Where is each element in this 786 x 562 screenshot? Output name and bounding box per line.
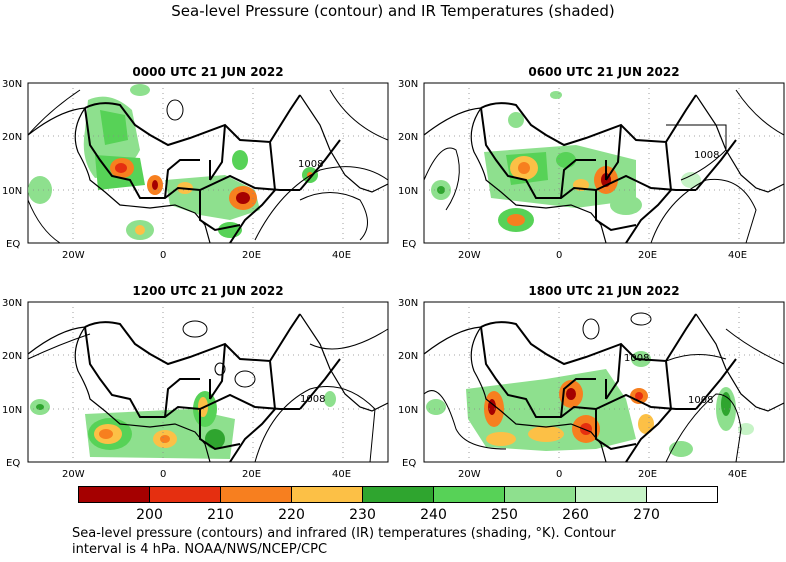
colorbar-swatch-1 bbox=[149, 486, 221, 503]
colorbar: 200 210 220 230 240 250 260 270 bbox=[78, 486, 718, 523]
panel-title-0000: 0000 UTC 21 JUN 2022 bbox=[132, 65, 284, 79]
colorbar-tick-label: 260 bbox=[562, 507, 589, 523]
map-panel-1800: 1008 1008 30N 20N 10N EQ 20W 0 20E 40E bbox=[398, 298, 785, 480]
lon-label-0: 0 bbox=[160, 250, 166, 261]
colorbar-tick-label: 250 bbox=[491, 507, 518, 523]
contour-label-1008-east: 1008 bbox=[688, 395, 713, 406]
map-panel-1200: 1008 30N 20N 10N EQ 20W 0 20E 40E bbox=[2, 298, 389, 480]
coastline bbox=[423, 313, 785, 463]
lat-label-30n: 30N bbox=[2, 79, 22, 90]
coastline bbox=[423, 94, 785, 244]
map-panel-0000: 1008 30N 20N 10N EQ 20W 0 20E 40E bbox=[2, 79, 389, 261]
lat-label-10n: 10N bbox=[2, 405, 22, 416]
lat-label-20n: 20N bbox=[2, 132, 22, 143]
lat-label-30n: 30N bbox=[398, 79, 418, 90]
lat-label-10n: 10N bbox=[398, 186, 418, 197]
map-panel-0600: 1008 30N 20N 10N EQ 20W 0 20E 40E bbox=[398, 79, 785, 261]
caption-line-2: interval is 4 hPa. NOAA/NWS/NCEP/CPC bbox=[72, 542, 328, 557]
borders bbox=[480, 313, 737, 463]
coastline bbox=[27, 313, 389, 463]
ir-shading bbox=[426, 351, 754, 457]
contour-label-1008: 1008 bbox=[300, 394, 325, 405]
colorbar-tick-label: 200 bbox=[136, 507, 163, 523]
borders bbox=[84, 313, 341, 463]
pressure-contours bbox=[27, 320, 389, 463]
colorbar-swatch-0 bbox=[78, 486, 150, 503]
lat-label-eq: EQ bbox=[402, 458, 416, 469]
colorbar-swatch-2 bbox=[220, 486, 292, 503]
panel-title-1800: 1800 UTC 21 JUN 2022 bbox=[528, 284, 680, 298]
lon-label-20e: 20E bbox=[638, 469, 657, 480]
lat-labels: 30N 20N 10N EQ bbox=[2, 79, 22, 250]
pressure-contours bbox=[423, 89, 785, 244]
colorbar-tick-label: 220 bbox=[278, 507, 305, 523]
borders bbox=[480, 94, 737, 244]
colorbar-swatch-8 bbox=[646, 486, 718, 503]
caption-line-1: Sea-level pressure (contours) and infrar… bbox=[72, 526, 616, 541]
contour-label-1008: 1008 bbox=[298, 159, 323, 170]
lat-label-eq: EQ bbox=[6, 458, 20, 469]
lat-label-eq: EQ bbox=[402, 239, 416, 250]
chart-title: Sea-level Pressure (contour) and IR Temp… bbox=[171, 2, 615, 20]
lon-label-0: 0 bbox=[556, 250, 562, 261]
colorbar-tick-label: 270 bbox=[633, 507, 660, 523]
caption: Sea-level pressure (contours) and infrar… bbox=[72, 526, 784, 558]
lon-labels: 20W 0 20E 40E bbox=[458, 469, 747, 480]
lat-label-10n: 10N bbox=[398, 405, 418, 416]
lon-label-0: 0 bbox=[160, 469, 166, 480]
lon-label-20w: 20W bbox=[458, 469, 481, 480]
lat-labels: 30N 20N 10N EQ bbox=[2, 298, 22, 469]
lat-labels: 30N 20N 10N EQ bbox=[398, 298, 418, 469]
lon-label-40e: 40E bbox=[332, 250, 351, 261]
lon-label-20e: 20E bbox=[242, 250, 261, 261]
lat-label-30n: 30N bbox=[2, 298, 22, 309]
panel-title-0600: 0600 UTC 21 JUN 2022 bbox=[528, 65, 680, 79]
colorbar-swatch-5 bbox=[433, 486, 505, 503]
colorbar-tick-label: 240 bbox=[420, 507, 447, 523]
coastline bbox=[27, 94, 389, 244]
lon-label-20w: 20W bbox=[62, 469, 85, 480]
lat-label-10n: 10N bbox=[2, 186, 22, 197]
lat-label-eq: EQ bbox=[6, 239, 20, 250]
lat-label-30n: 30N bbox=[398, 298, 418, 309]
lon-label-20w: 20W bbox=[62, 250, 85, 261]
lon-label-0: 0 bbox=[556, 469, 562, 480]
colorbar-tick-label: 210 bbox=[207, 507, 234, 523]
colorbar-tick-label: 230 bbox=[349, 507, 376, 523]
contour-label-1008: 1008 bbox=[694, 150, 719, 161]
pressure-contours bbox=[27, 89, 389, 244]
pressure-contours bbox=[423, 312, 785, 463]
colorbar-swatch-3 bbox=[291, 486, 363, 503]
lon-label-40e: 40E bbox=[332, 469, 351, 480]
lon-labels: 20W 0 20E 40E bbox=[458, 250, 747, 261]
lon-label-20e: 20E bbox=[638, 250, 657, 261]
lat-label-20n: 20N bbox=[398, 351, 418, 362]
lat-label-20n: 20N bbox=[2, 351, 22, 362]
lon-labels: 20W 0 20E 40E bbox=[62, 469, 351, 480]
lon-label-40e: 40E bbox=[728, 469, 747, 480]
lon-label-20e: 20E bbox=[242, 469, 261, 480]
lat-labels: 30N 20N 10N EQ bbox=[398, 79, 418, 250]
lat-label-20n: 20N bbox=[398, 132, 418, 143]
panel-title-1200: 1200 UTC 21 JUN 2022 bbox=[132, 284, 284, 298]
lon-label-20w: 20W bbox=[458, 250, 481, 261]
colorbar-swatch-4 bbox=[362, 486, 434, 503]
contour-label-1008-north: 1008 bbox=[624, 353, 649, 364]
colorbar-swatch-6 bbox=[504, 486, 576, 503]
ir-shading bbox=[431, 91, 701, 232]
borders bbox=[84, 94, 341, 244]
ir-shading bbox=[30, 391, 336, 459]
colorbar-swatch-7 bbox=[575, 486, 647, 503]
lon-labels: 20W 0 20E 40E bbox=[62, 250, 351, 261]
lon-label-40e: 40E bbox=[728, 250, 747, 261]
